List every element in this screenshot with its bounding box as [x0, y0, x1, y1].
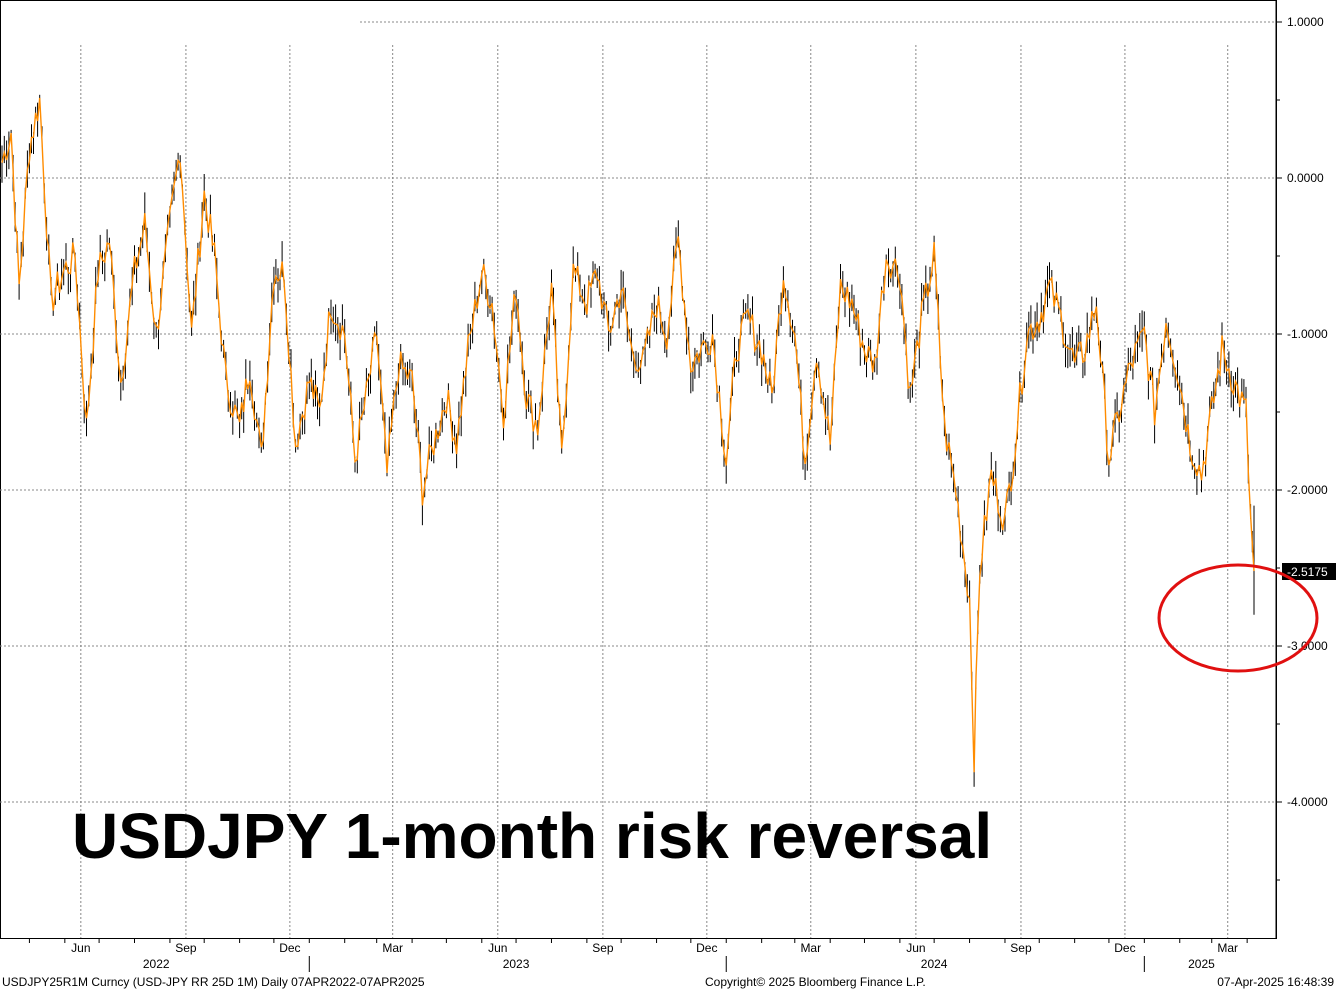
x-month-label: Dec	[279, 941, 300, 955]
x-month-label: Mar	[1217, 941, 1238, 955]
highlight-circle	[1157, 563, 1319, 673]
last-value-marker: -2.5175	[1282, 563, 1336, 580]
x-month-label: Jun	[906, 941, 925, 955]
footer-left: USDJPY25R1M Curncy (USD-JPY RR 25D 1M) D…	[2, 975, 425, 989]
x-month-label: Sep	[592, 941, 614, 955]
series-layer	[1, 94, 1255, 787]
y-tick-label: 0.0000	[1287, 171, 1324, 185]
x-axis: Jun Sep Dec Mar Jun Sep Dec Mar Jun Sep Dec Mar 2022…	[28, 938, 1248, 972]
x-year-label: 2023	[503, 957, 530, 971]
chart-title: USDJPY 1-month risk reversal	[72, 800, 992, 872]
series-line	[1, 97, 1255, 773]
footer-center: Copyright© 2025 Bloomberg Finance L.P.	[705, 975, 926, 989]
grid-lines	[0, 21, 1276, 938]
y-tick-label: -1.0000	[1287, 327, 1328, 341]
last-value-label: -2.5175	[1287, 565, 1328, 579]
x-month-label: Sep	[1010, 941, 1032, 955]
x-month-label: Sep	[175, 941, 197, 955]
plot-frame	[0, 0, 1277, 939]
x-year-label: 2024	[921, 957, 948, 971]
y-tick-label: -2.0000	[1287, 483, 1328, 497]
y-axis: 1.0000 0.0000 -1.0000 -2.0000 -3.0000 -4.0000	[1275, 0, 1328, 938]
footer-right: 07-Apr-2025 16:48:39	[1217, 975, 1334, 989]
x-month-label: Jun	[488, 941, 507, 955]
x-year-label: 2022	[143, 957, 170, 971]
y-tick-label: 1.0000	[1287, 15, 1324, 29]
last-value-box	[1282, 563, 1336, 580]
x-month-label: Dec	[696, 941, 717, 955]
y-tick-label: -4.0000	[1287, 795, 1328, 809]
y-tick-label: -3.0000	[1287, 639, 1328, 653]
x-year-label: 2025	[1188, 957, 1215, 971]
x-month-label: Dec	[1114, 941, 1135, 955]
x-month-label: Jun	[71, 941, 90, 955]
x-month-label: Mar	[800, 941, 821, 955]
x-month-label: Mar	[382, 941, 403, 955]
